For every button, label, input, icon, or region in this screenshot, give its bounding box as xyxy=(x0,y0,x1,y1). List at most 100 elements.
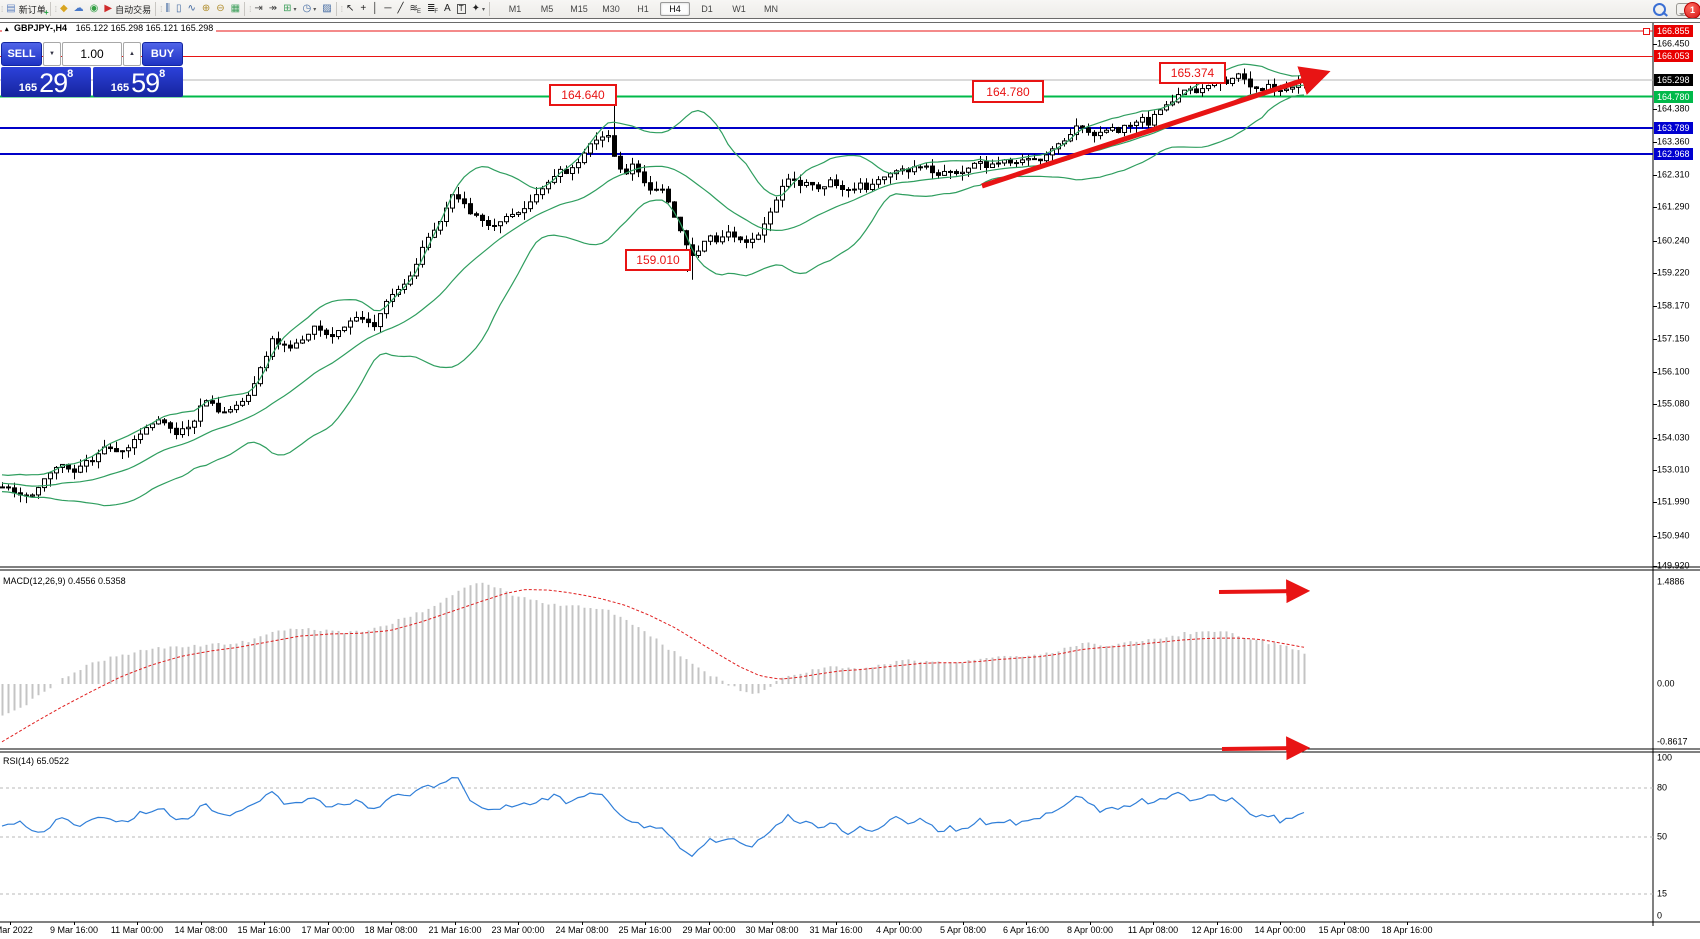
one-click-trade-panel: SELL ▼ 1.00 ▲ BUY 165 29 8 165 59 8 xyxy=(1,42,183,97)
fibo-retracement-button[interactable]: ≋ E xyxy=(407,1,424,17)
crosshair-button[interactable]: + xyxy=(357,1,369,17)
vertical-line-button[interactable]: │ xyxy=(369,1,381,17)
price-axis-label: 162.310 xyxy=(1657,169,1690,180)
timeframe-mn-button[interactable]: MN xyxy=(763,4,778,14)
hline-handle[interactable] xyxy=(1643,28,1650,35)
chat-icon[interactable]: 1 xyxy=(1676,1,1700,19)
toolbar: ⁞ ▤ + 新订单 ⁞ ◆ ☁ ◉ ▶ 自动交易 ⁞ ⫼ ▯ ∿ ⊕ ⊖ ▦ ⁞ ⇥ ↠ ⊞ ▾ ◷ ▾ ▨ ⁞ ↖ + │ ─ ╱ ≋ E ≣ F… xyxy=(0,0,1700,19)
timeframe-d1-button[interactable]: D1 xyxy=(701,4,713,14)
toolbar-group-handle[interactable]: ⁞ xyxy=(160,4,162,14)
time-axis-tick xyxy=(137,922,138,925)
chevron-down-icon[interactable]: ▾ xyxy=(293,6,297,13)
toolbar-group-handle[interactable]: ⁞ xyxy=(54,4,57,14)
indicators-button[interactable]: ⊞ ▾ xyxy=(280,1,299,17)
fibo-fan-button[interactable]: ≣ F xyxy=(424,1,441,17)
price-axis-label: 164.380 xyxy=(1657,103,1690,114)
search-icon[interactable] xyxy=(1653,2,1666,16)
time-axis-tick xyxy=(201,922,202,925)
price-axis-label: 162.968 xyxy=(1654,148,1693,161)
text-icon: A xyxy=(444,3,451,14)
time-axis-tick xyxy=(10,922,11,925)
toolbar-group-handle[interactable]: ⁞ xyxy=(249,4,251,14)
price-axis-label: 157.150 xyxy=(1657,333,1690,344)
signals-button[interactable]: ◉ xyxy=(87,1,102,17)
timeframe-m5-button[interactable]: M5 xyxy=(540,4,554,14)
chart-shift-icon: ⇥ xyxy=(254,3,263,14)
price-annotation[interactable]: 165.374 xyxy=(1159,62,1226,84)
highlighter-icon: ◆ xyxy=(59,3,68,14)
ask-quote[interactable]: 165 59 8 xyxy=(93,67,183,97)
toolbar-separator xyxy=(488,2,490,16)
timeframe-w1-button[interactable]: W1 xyxy=(732,4,746,14)
periods-button[interactable]: ◷ ▾ xyxy=(300,1,320,17)
shapes-button[interactable]: ✦ ▾ xyxy=(469,1,488,17)
price-axis-label: 153.010 xyxy=(1657,464,1690,475)
cursor-button[interactable]: ↖ xyxy=(343,1,357,17)
timeframe-m15-button[interactable]: M15 xyxy=(570,4,588,14)
price-axis-label: 155.080 xyxy=(1657,398,1690,409)
tile-windows-button[interactable]: ▦ xyxy=(228,1,243,17)
trendline-button[interactable]: ╱ xyxy=(395,1,407,17)
price-annotation[interactable]: 164.640 xyxy=(549,84,617,106)
text-button[interactable]: A xyxy=(441,1,454,17)
auto-scroll-button[interactable]: ↠ xyxy=(266,1,280,17)
bar-chart-button[interactable]: ⫼ xyxy=(162,1,173,17)
chevron-down-icon[interactable]: ▾ xyxy=(481,6,485,13)
sell-button[interactable]: SELL xyxy=(1,42,42,66)
chevron-down-icon[interactable]: ▾ xyxy=(313,6,317,13)
candlestick-chart-button[interactable]: ▯ xyxy=(173,1,185,17)
volume-down-stepper[interactable]: ▼ xyxy=(43,42,61,66)
price-annotation[interactable]: 164.780 xyxy=(972,80,1044,103)
timeframe-h1-button[interactable]: H1 xyxy=(637,4,649,14)
timeframe-m1-button[interactable]: M1 xyxy=(508,4,522,14)
new-order-button[interactable]: ▤ + 新订单 xyxy=(3,1,48,17)
time-axis-tick xyxy=(1407,922,1408,925)
ask-sup: 8 xyxy=(159,68,166,80)
rsi-splitter[interactable] xyxy=(0,748,1700,753)
periods-icon: ◷ xyxy=(302,3,312,14)
notification-badge[interactable]: 1 xyxy=(1684,1,1700,19)
time-axis-tick xyxy=(74,922,75,925)
ask-big: 59 xyxy=(131,68,160,98)
macd-splitter[interactable] xyxy=(0,566,1700,571)
autotrading-button[interactable]: ▶ 自动交易 xyxy=(101,1,154,17)
community-button[interactable]: ☁ xyxy=(71,1,87,17)
toolbar-group-handle[interactable]: ⁞ xyxy=(340,4,343,14)
time-axis-label: 14 Mar 08:00 xyxy=(174,925,228,935)
price-axis-label: 151.990 xyxy=(1657,496,1690,507)
zoom-in-button[interactable]: ⊕ xyxy=(199,1,213,17)
templates-button[interactable]: ▨ xyxy=(319,1,334,17)
community-icon: ☁ xyxy=(73,3,84,14)
price-annotation[interactable]: 159.010 xyxy=(625,249,691,271)
candlestick-series xyxy=(0,68,1307,504)
macd-label: MACD(12,26,9) 0.4556 0.5358 xyxy=(3,576,126,586)
timeframe-h4-button[interactable]: H4 xyxy=(659,2,690,16)
price-axis-tick xyxy=(1653,43,1657,45)
volume-input[interactable]: 1.00 xyxy=(62,42,122,66)
toolbar-separator xyxy=(49,2,51,16)
zoom-out-button[interactable]: ⊖ xyxy=(213,1,227,17)
autotrading-button-label: 自动交易 xyxy=(115,4,152,15)
price-axis-tick xyxy=(1653,273,1657,275)
autotrading-icon: ▶ xyxy=(104,3,113,14)
time-axis-tick xyxy=(709,922,710,925)
chart-shift-button[interactable]: ⇥ xyxy=(251,1,265,17)
time-axis-label: 25 Mar 16:00 xyxy=(618,925,672,935)
time-axis-tick xyxy=(328,922,329,925)
line-chart-button[interactable]: ∿ xyxy=(184,1,198,17)
highlighter-button[interactable]: ◆ xyxy=(57,1,71,17)
bid-big: 29 xyxy=(39,68,68,98)
bid-quote[interactable]: 165 29 8 xyxy=(1,67,91,97)
time-axis-tick xyxy=(264,922,265,925)
toolbar-group-handle[interactable]: ⁞ xyxy=(1,4,3,14)
price-axis-tick xyxy=(1653,372,1657,373)
buy-button[interactable]: BUY xyxy=(142,42,183,66)
horizontal-line-button[interactable]: ─ xyxy=(381,1,394,17)
volume-up-stepper[interactable]: ▲ xyxy=(123,42,141,66)
text-label-button[interactable]: T xyxy=(454,1,469,17)
timeframe-m30-button[interactable]: M30 xyxy=(602,4,620,14)
price-axis-label: 163.360 xyxy=(1657,136,1690,147)
bid-sup: 8 xyxy=(67,68,74,80)
